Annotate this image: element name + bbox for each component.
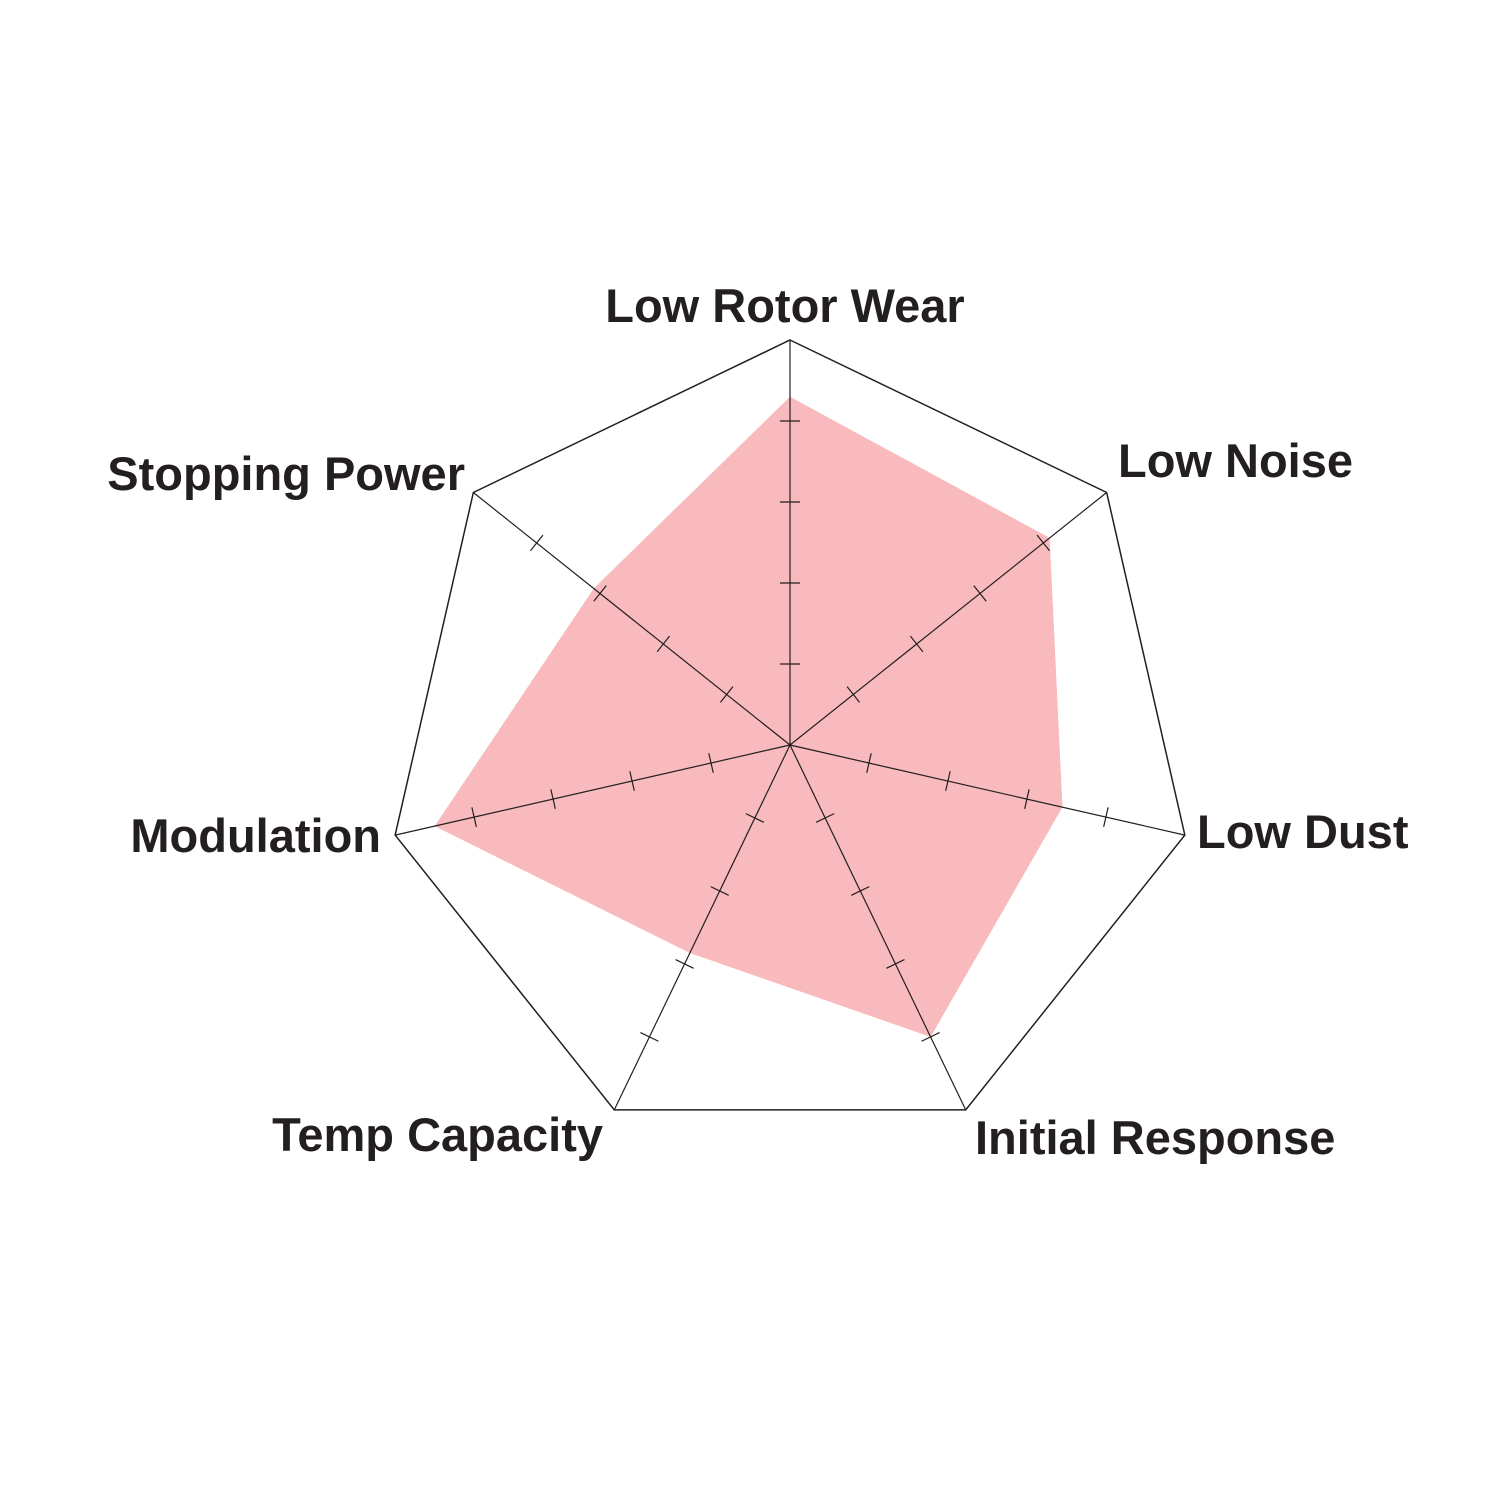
- axis-tick: [745, 813, 765, 823]
- axis-label: Modulation: [130, 809, 381, 862]
- axis-tick: [1103, 807, 1109, 827]
- outer-frame: [394, 339, 1186, 1111]
- axis-tick: [921, 1032, 940, 1042]
- axis-line: [789, 744, 967, 1111]
- axis-line: [789, 744, 1185, 836]
- axis-line: [613, 744, 791, 1111]
- axis-label: Low Rotor Wear: [605, 279, 964, 332]
- axis-tick: [640, 1032, 659, 1042]
- axis-tick: [550, 789, 556, 809]
- axis-line: [395, 744, 791, 836]
- axis-tick: [909, 635, 924, 653]
- axis-tick: [815, 813, 835, 823]
- axis-tick: [1024, 789, 1030, 809]
- axis-tick: [593, 585, 607, 602]
- axis-label: Temp Capacity: [272, 1108, 603, 1161]
- axis-tick: [851, 886, 870, 896]
- axis-tick: [945, 771, 951, 791]
- axis-tick: [656, 635, 671, 653]
- axis-label: Initial Response: [975, 1111, 1335, 1164]
- axis-tick: [629, 771, 635, 791]
- axis-tick: [886, 959, 905, 969]
- axis-label: Stopping Power: [107, 447, 465, 500]
- axis-tick: [866, 753, 872, 773]
- axis-line: [789, 492, 1108, 746]
- axis-tick: [973, 585, 987, 602]
- axis-label: Low Noise: [1118, 434, 1353, 487]
- axis-line: [472, 492, 791, 746]
- axis-label: Low Dust: [1197, 805, 1409, 858]
- axis-tick: [675, 959, 694, 969]
- data-area: [434, 396, 1063, 1037]
- axis-tick: [710, 886, 729, 896]
- axis-tick: [471, 807, 477, 827]
- axis-tick: [846, 686, 861, 703]
- axis-tick: [708, 753, 714, 773]
- axis-tick: [1036, 534, 1051, 552]
- axis-tick: [719, 686, 734, 703]
- axis-tick: [529, 534, 544, 552]
